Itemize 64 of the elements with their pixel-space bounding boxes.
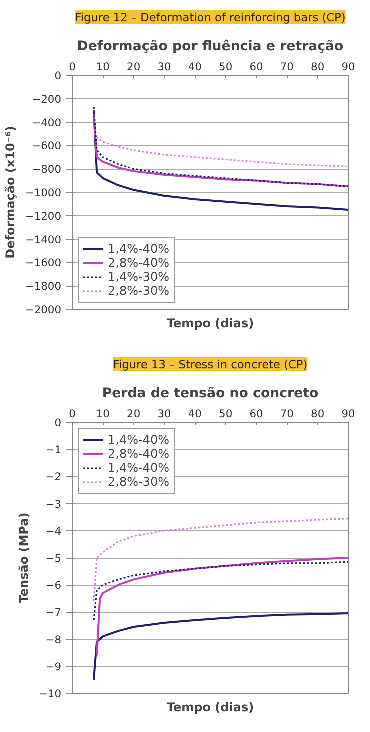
y-tick-label: −6 bbox=[46, 579, 62, 592]
x-tick-label: 50 bbox=[219, 60, 233, 74]
x-tick-label: 0 bbox=[69, 60, 76, 74]
y-tick-label: 0 bbox=[54, 416, 62, 430]
x-tick-label: 50 bbox=[219, 408, 233, 420]
x-tick-label: 0 bbox=[69, 408, 76, 420]
x-tick-label: 10 bbox=[96, 60, 110, 74]
line-series bbox=[92, 612, 348, 681]
legend-label: 2,8%-30% bbox=[108, 475, 170, 489]
legend-label: 2,8%-40% bbox=[108, 256, 170, 270]
y-tick-label: −2000 bbox=[25, 304, 62, 316]
x-axis-title: Tempo (dias) bbox=[166, 700, 254, 714]
y-tick-label: −1600 bbox=[25, 256, 62, 270]
x-tick-label: 60 bbox=[250, 60, 264, 74]
legend-label: 1,4%-30% bbox=[108, 270, 170, 284]
y-tick-label: 0 bbox=[54, 70, 62, 82]
line-series bbox=[93, 561, 348, 622]
chart-title: Perda de tensão no concreto bbox=[102, 386, 319, 402]
y-axis-title: Tensão (MPa) bbox=[17, 512, 32, 604]
y-tick-label: −1800 bbox=[25, 280, 62, 294]
x-tick-label: 20 bbox=[127, 60, 141, 74]
x-tick-label: 30 bbox=[158, 408, 172, 420]
legend-label: 2,8%-30% bbox=[108, 284, 170, 298]
y-tick-label: −7 bbox=[46, 606, 62, 620]
x-axis-title: Tempo (dias) bbox=[166, 316, 254, 330]
legend-label: 1,4%-40% bbox=[108, 242, 170, 256]
y-tick-label: −1200 bbox=[25, 210, 62, 223]
line-series bbox=[96, 136, 348, 168]
legend-label: 1,4%-40% bbox=[108, 461, 170, 475]
y-tick-label: −1 bbox=[46, 444, 62, 457]
x-tick-label: 90 bbox=[342, 60, 356, 74]
chart-subtitle: Figure 13 – Stress in concrete (CP) bbox=[113, 358, 308, 372]
y-tick-label: −600 bbox=[32, 140, 62, 153]
x-tick-label: 70 bbox=[280, 60, 294, 74]
x-tick-label: 80 bbox=[311, 408, 325, 420]
line-series bbox=[96, 557, 348, 657]
x-tick-label: 10 bbox=[96, 408, 110, 420]
chart-subtitle: Figure 12 – Deformation of reinforcing bars (CP) bbox=[75, 10, 346, 24]
x-tick-label: 70 bbox=[280, 408, 294, 420]
legend-label: 1,4%-40% bbox=[108, 433, 170, 447]
y-tick-label: −800 bbox=[32, 163, 62, 176]
y-tick-label: −1000 bbox=[25, 186, 62, 200]
y-tick-label: −3 bbox=[46, 498, 62, 511]
legend-label: 2,8%-40% bbox=[108, 447, 170, 461]
y-axis-title: Deformação (x10⁻⁶) bbox=[3, 126, 18, 259]
y-tick-label: −400 bbox=[32, 116, 62, 130]
y-tick-label: −1400 bbox=[25, 233, 62, 246]
chart-title: Deformação por fluência e retração bbox=[77, 40, 344, 54]
line-series bbox=[92, 110, 348, 212]
x-tick-label: 30 bbox=[158, 60, 172, 74]
x-tick-label: 90 bbox=[342, 408, 356, 420]
y-tick-label: −5 bbox=[46, 552, 62, 565]
x-tick-label: 80 bbox=[311, 60, 325, 74]
y-tick-label: −2 bbox=[46, 470, 62, 484]
x-tick-label: 20 bbox=[127, 408, 141, 420]
y-tick-label: −8 bbox=[46, 633, 62, 646]
y-tick-label: −200 bbox=[32, 92, 62, 106]
x-tick-label: 40 bbox=[188, 60, 202, 74]
x-tick-label: 60 bbox=[250, 408, 264, 420]
x-tick-label: 40 bbox=[188, 408, 202, 420]
y-tick-label: −9 bbox=[46, 660, 62, 674]
line-series bbox=[93, 518, 348, 602]
y-tick-label: −10 bbox=[39, 688, 62, 700]
y-tick-label: −4 bbox=[46, 524, 62, 538]
